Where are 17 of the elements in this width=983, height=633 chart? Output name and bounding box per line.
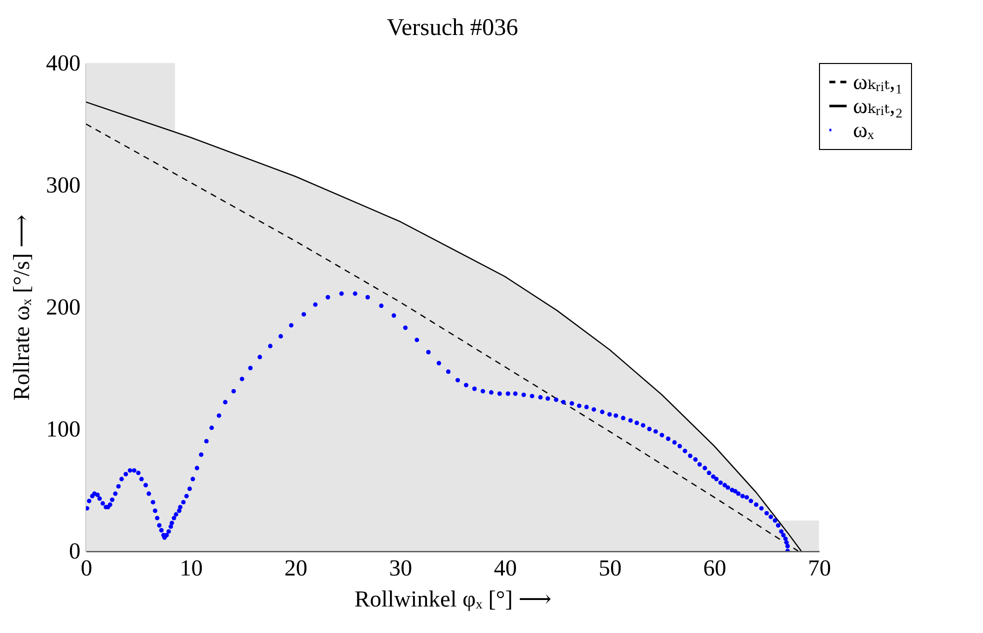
x-tick-label: 70 xyxy=(808,556,831,580)
legend-label: ωₖᵣᵢₜ,₁ xyxy=(853,69,903,94)
x-tick-label: 20 xyxy=(284,556,308,580)
y-tick-label: 100 xyxy=(46,416,80,442)
x-tick-label: 30 xyxy=(389,556,412,580)
chart-title: Versuch #036 xyxy=(386,15,518,41)
x-tick-label: 40 xyxy=(494,556,517,580)
x-tick-label: 50 xyxy=(598,556,622,580)
y-axis-title: Rollrate ωₓ [°/s] ⟶ xyxy=(9,214,34,400)
y-tick-label: 200 xyxy=(46,294,80,320)
legend-label: ωₖᵣᵢₜ,₂ xyxy=(853,93,903,118)
y-tick-label: 0 xyxy=(69,538,80,564)
x-tick-label: 10 xyxy=(180,556,203,580)
y-tick-label: 300 xyxy=(46,172,80,198)
y-tick-label: 400 xyxy=(46,50,80,76)
legend-label: ωₓ xyxy=(853,117,874,142)
x-tick-label: 60 xyxy=(703,556,726,580)
